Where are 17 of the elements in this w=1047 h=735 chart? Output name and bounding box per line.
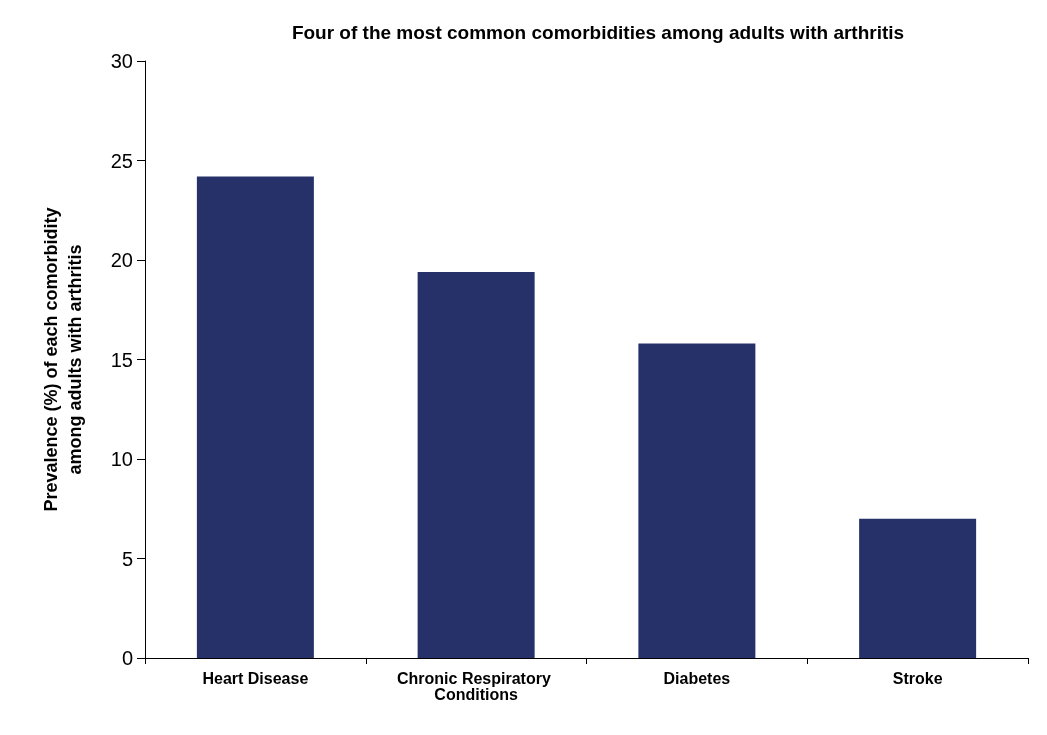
y-tick-label: 10 bbox=[110, 448, 133, 470]
x-tick-label: Stroke bbox=[892, 669, 943, 687]
y-tick-label: 25 bbox=[110, 149, 133, 172]
x-tick-label: Chronic Respiratory Conditions bbox=[396, 669, 556, 703]
bar bbox=[638, 343, 756, 658]
bar bbox=[417, 271, 535, 658]
y-axis-title: Prevalence (%) of each comorbidity among adults with arthritis bbox=[41, 207, 85, 512]
y-tick-label: 0 bbox=[121, 647, 133, 669]
y-tick-label: 30 bbox=[110, 50, 133, 72]
y-tick-label: 15 bbox=[110, 348, 133, 371]
y-tick-label: 20 bbox=[110, 249, 133, 271]
bar bbox=[859, 518, 977, 658]
y-tick-label: 5 bbox=[121, 547, 133, 570]
x-tick-label: Heart Disease bbox=[202, 669, 309, 687]
chart-title: Four of the most common comorbidities among adults with arthritis bbox=[291, 22, 905, 43]
bar bbox=[196, 176, 314, 658]
x-tick-label: Diabetes bbox=[663, 669, 731, 687]
